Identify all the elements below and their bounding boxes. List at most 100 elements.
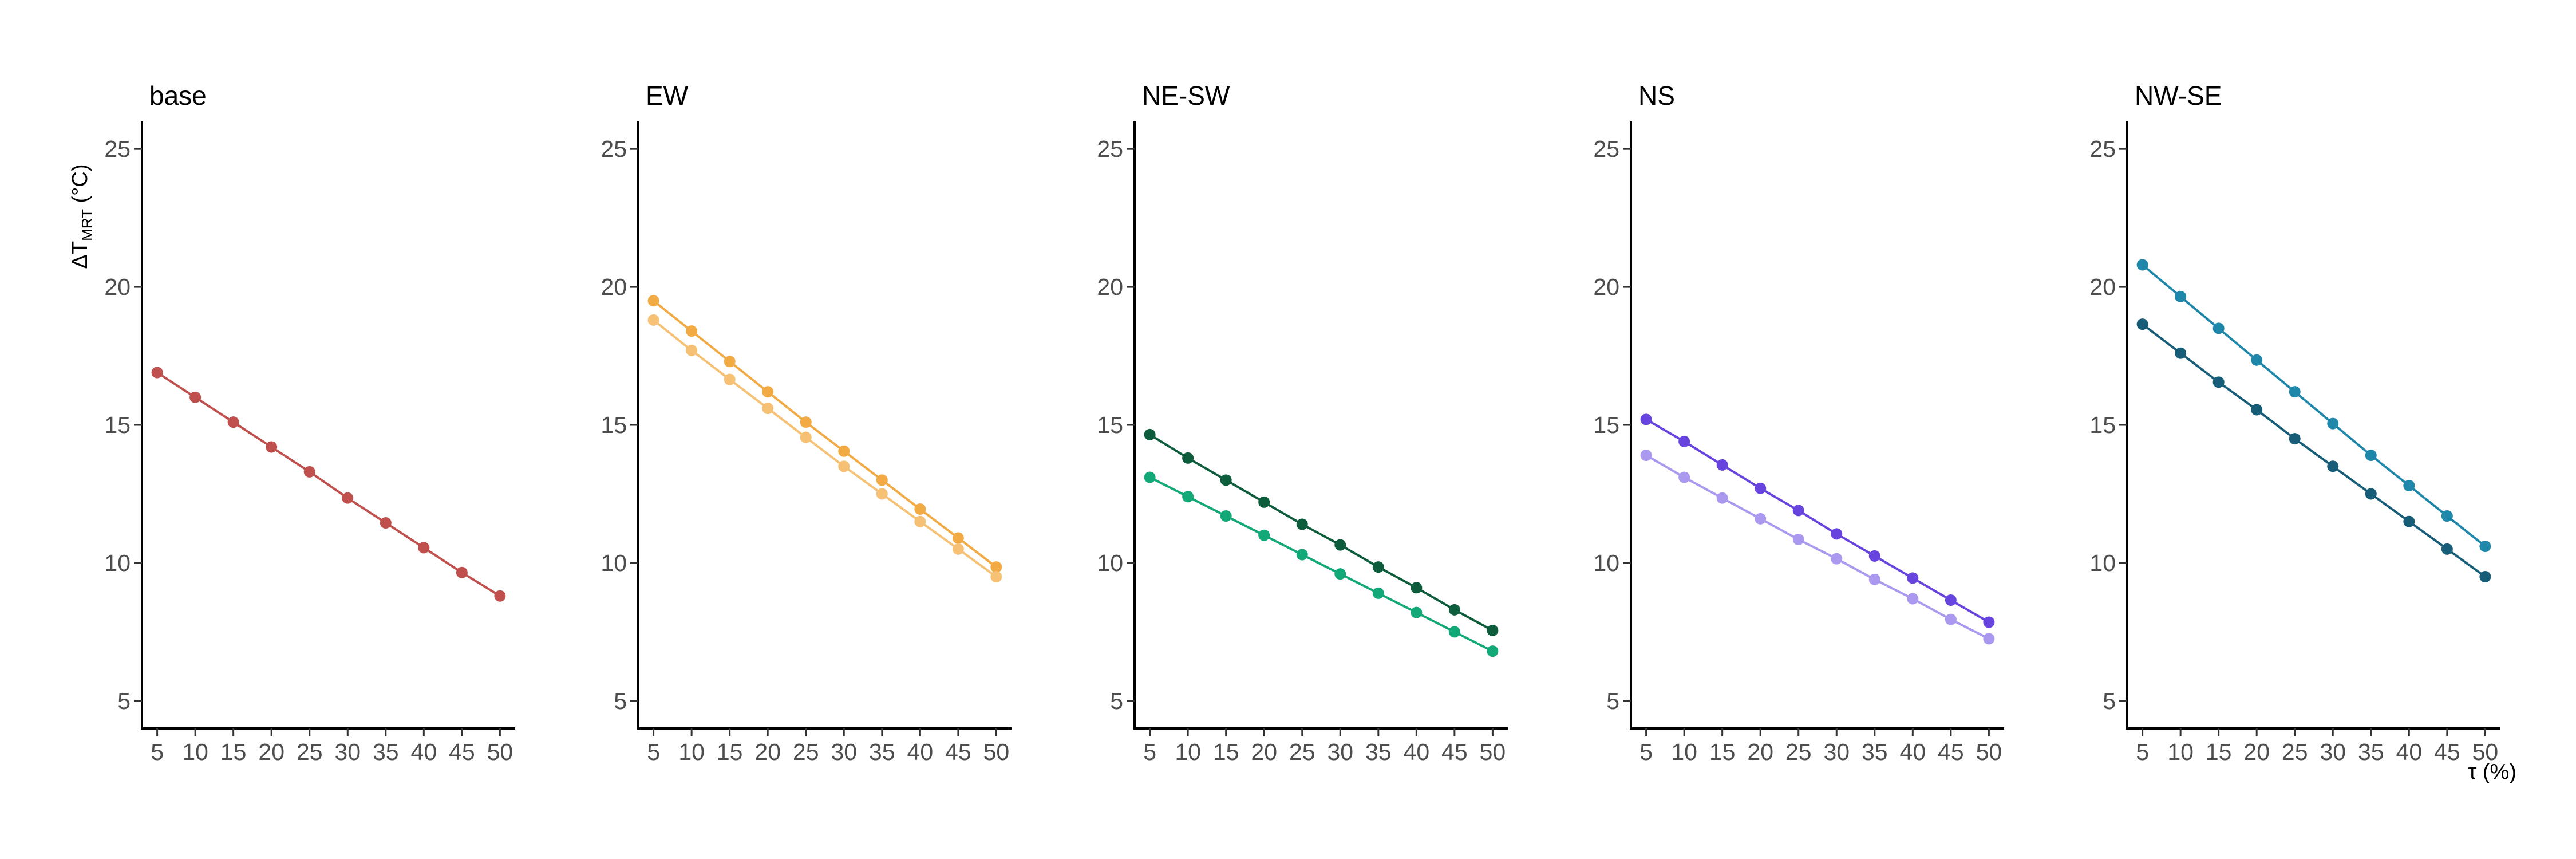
data-point xyxy=(1678,435,1690,447)
x-tick-label: 35 xyxy=(2358,739,2384,765)
data-point xyxy=(1258,529,1270,541)
data-point xyxy=(266,441,278,453)
x-tick-label: 50 xyxy=(1480,739,1506,765)
data-point xyxy=(952,543,964,555)
data-point xyxy=(2403,480,2415,491)
x-tick-label: 10 xyxy=(2167,739,2194,765)
y-tick-label: 20 xyxy=(600,274,627,300)
data-point xyxy=(1182,491,1194,503)
data-point xyxy=(1182,452,1194,464)
y-tick-label: 5 xyxy=(614,688,627,714)
x-tick-label: 50 xyxy=(2472,739,2499,765)
x-tick-label: 45 xyxy=(2434,739,2460,765)
data-point xyxy=(2441,543,2453,555)
data-point xyxy=(838,460,850,472)
data-point xyxy=(1258,496,1270,508)
series-line xyxy=(1149,434,1494,632)
series-line xyxy=(2142,263,2486,547)
x-tick-label: 25 xyxy=(297,739,323,765)
data-point xyxy=(1640,450,1652,461)
x-tick-label: 10 xyxy=(1175,739,1201,765)
data-point xyxy=(1372,587,1384,599)
x-tick-label: 20 xyxy=(1251,739,1277,765)
x-tick-label: 50 xyxy=(487,739,513,765)
data-point xyxy=(2327,460,2339,472)
data-point xyxy=(838,445,850,457)
data-point xyxy=(151,367,163,379)
panel-title: NE-SW xyxy=(1142,81,1230,111)
data-point xyxy=(1983,633,1995,645)
data-point xyxy=(1220,510,1232,522)
data-point xyxy=(1983,616,1995,628)
y-tick-label: 20 xyxy=(1097,274,1123,300)
x-tick-label: 45 xyxy=(449,739,475,765)
y-tick-label: 5 xyxy=(1606,688,1619,714)
data-point xyxy=(1411,606,1423,618)
data-point xyxy=(1792,533,1804,545)
data-point xyxy=(647,314,659,326)
x-tick-label: 50 xyxy=(1976,739,2002,765)
data-point xyxy=(342,492,354,504)
data-point xyxy=(2441,510,2453,522)
data-point xyxy=(1716,459,1728,471)
x-tick-label: 10 xyxy=(678,739,705,765)
x-tick-label: 15 xyxy=(220,739,247,765)
x-tick-label: 20 xyxy=(754,739,781,765)
x-tick-label: 15 xyxy=(717,739,743,765)
y-tick-label: 15 xyxy=(1593,412,1619,438)
data-point xyxy=(1907,593,1919,605)
data-point xyxy=(1716,492,1728,504)
data-point xyxy=(800,431,812,443)
y-tick-label: 10 xyxy=(1097,550,1123,576)
data-point xyxy=(724,356,736,368)
y-tick-label: 5 xyxy=(1110,688,1123,714)
data-point xyxy=(800,416,812,428)
data-point xyxy=(2212,376,2225,388)
x-tick-label: 10 xyxy=(182,739,208,765)
y-tick-label: 10 xyxy=(104,550,131,576)
x-axis-label: τ (%) xyxy=(2468,760,2516,784)
panel-title: base xyxy=(149,81,207,111)
data-point xyxy=(2289,433,2301,445)
data-point xyxy=(1487,624,1499,636)
data-point xyxy=(2365,450,2377,461)
x-tick-label: 15 xyxy=(1213,739,1239,765)
y-tick-label: 10 xyxy=(1593,550,1619,576)
data-point xyxy=(1296,518,1308,530)
data-point xyxy=(1144,471,1156,483)
data-point xyxy=(2327,417,2339,430)
x-tick-label: 25 xyxy=(2282,739,2308,765)
data-point xyxy=(2251,354,2263,366)
data-point xyxy=(762,386,774,398)
data-point xyxy=(2175,347,2187,359)
data-point xyxy=(2251,404,2263,416)
series-line xyxy=(2142,323,2486,578)
data-point xyxy=(990,571,1002,582)
y-tick-label: 15 xyxy=(600,412,627,438)
x-tick-label: 15 xyxy=(1709,739,1736,765)
x-tick-label: 45 xyxy=(1938,739,1964,765)
x-tick-label: 20 xyxy=(1747,739,1773,765)
data-point xyxy=(686,344,698,356)
x-tick-label: 25 xyxy=(1289,739,1315,765)
x-tick-label: 35 xyxy=(373,739,399,765)
data-point xyxy=(762,403,774,415)
x-tick-label: 20 xyxy=(258,739,285,765)
x-tick-label: 40 xyxy=(2396,739,2423,765)
series-line xyxy=(1645,418,1990,624)
x-tick-label: 40 xyxy=(907,739,934,765)
data-point xyxy=(1755,482,1767,494)
y-tick-label: 25 xyxy=(600,136,627,162)
x-tick-label: 5 xyxy=(151,739,164,765)
y-tick-label: 15 xyxy=(1097,412,1123,438)
y-tick-label: 10 xyxy=(600,550,627,576)
series-line xyxy=(156,371,501,597)
x-tick-label: 35 xyxy=(869,739,895,765)
y-tick-label: 20 xyxy=(1593,274,1619,300)
y-axis-label: ΔTMRT (°C) xyxy=(68,164,96,269)
y-tick-label: 20 xyxy=(2089,274,2116,300)
data-point xyxy=(686,325,698,337)
data-point xyxy=(2136,318,2148,330)
x-tick-label: 25 xyxy=(1785,739,1812,765)
x-tick-label: 35 xyxy=(1862,739,1888,765)
